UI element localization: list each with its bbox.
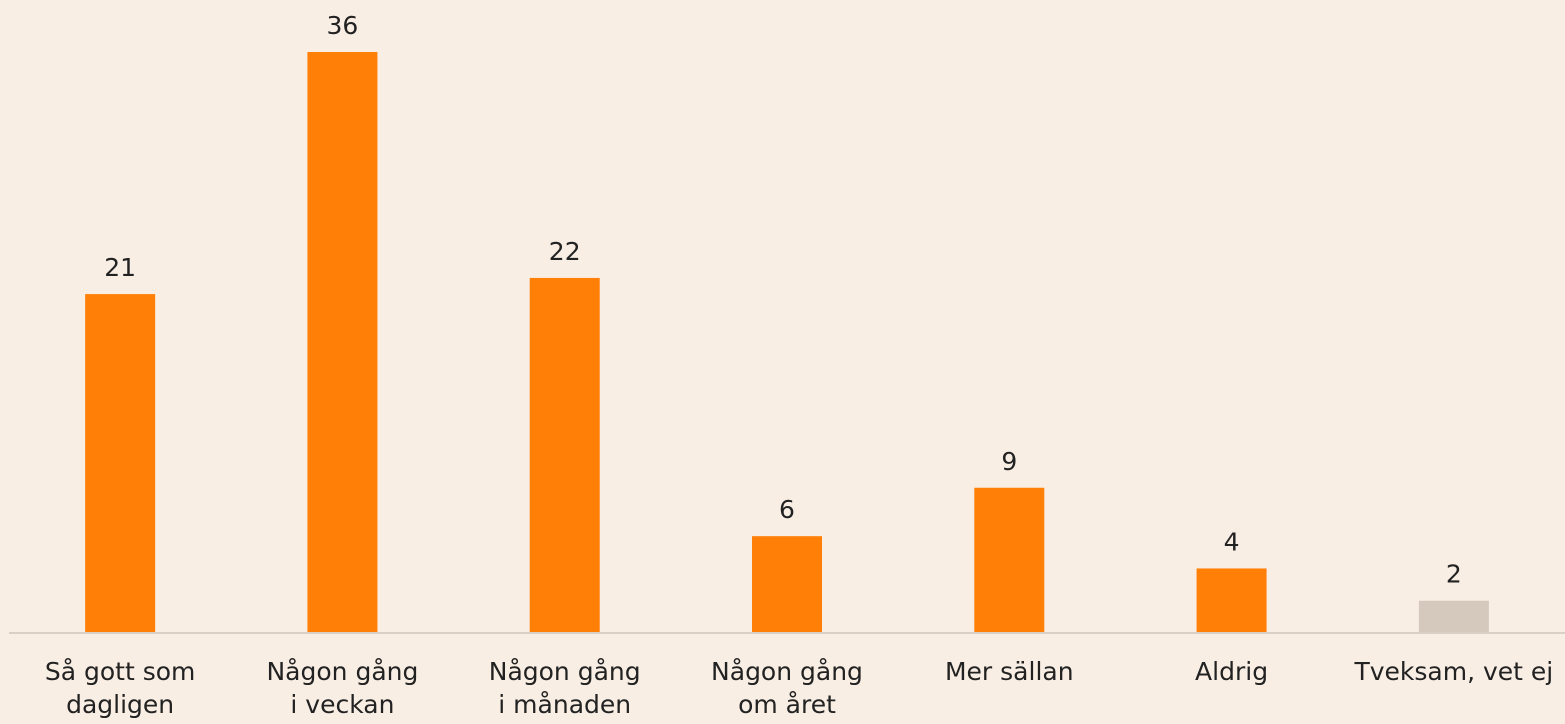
bar [752, 536, 822, 633]
bar [1418, 600, 1489, 633]
x-tick-label: Någon gång om året [711, 657, 863, 719]
x-tick-label: Aldrig [1195, 657, 1269, 686]
x-tick-label: Tveksam, vet ej [1354, 657, 1554, 686]
value-label: 21 [104, 253, 136, 282]
value-label: 2 [1446, 560, 1462, 589]
x-tick-label: Så gott som dagligen [44, 657, 196, 719]
value-label: 4 [1224, 527, 1240, 556]
value-label: 9 [1001, 447, 1017, 476]
bar [307, 52, 378, 633]
value-label: 6 [779, 495, 795, 524]
x-tick-label: Mer sällan [944, 657, 1074, 686]
value-label: 36 [327, 11, 359, 40]
x-tick-label: Någon gång i månaden [488, 657, 641, 719]
bar [85, 294, 156, 633]
bar [974, 487, 1045, 633]
bar [529, 277, 600, 633]
value-label: 22 [549, 237, 581, 266]
bar [1196, 568, 1267, 633]
x-tick-label: Någon gång i veckan [266, 657, 419, 719]
